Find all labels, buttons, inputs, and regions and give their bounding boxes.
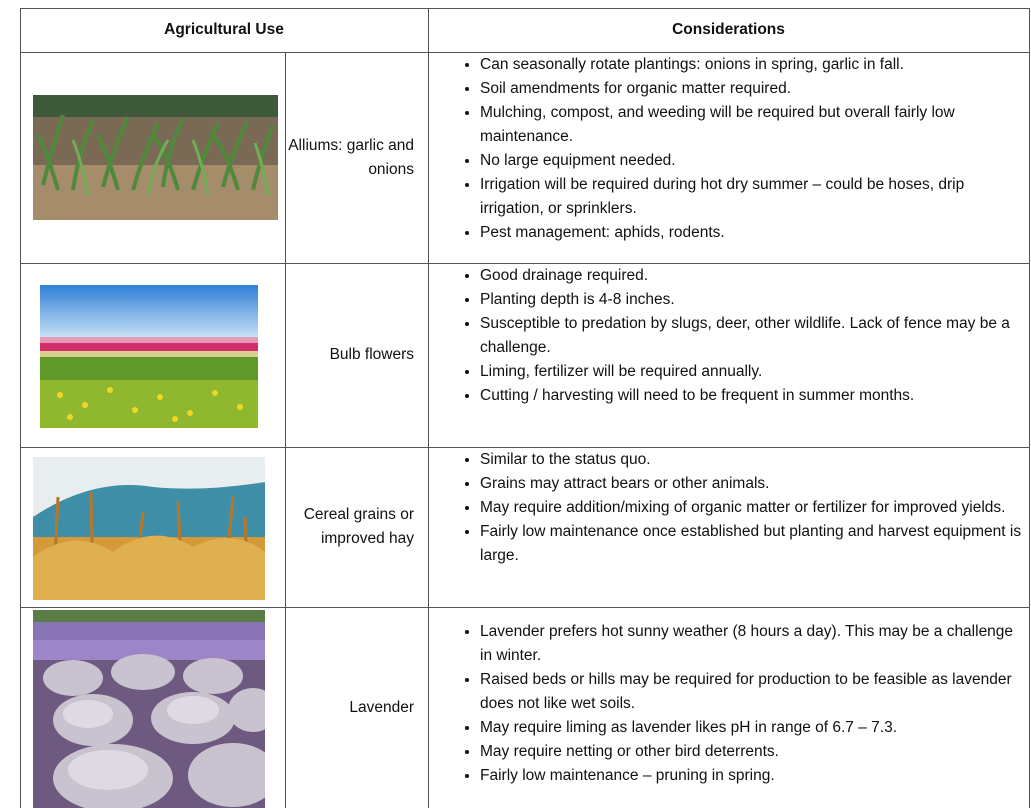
considerations-cell: Similar to the status quo.Grains may att… <box>440 447 1025 568</box>
considerations-cell: Good drainage required.Planting depth is… <box>440 263 1025 408</box>
use-label: Bulb flowers <box>330 343 414 367</box>
bullet-item: No large equipment needed. <box>480 149 1025 173</box>
bullet-item: Pest management: aphids, rodents. <box>480 221 1025 245</box>
bullet-item: Fairly low maintenance once established … <box>480 520 1025 568</box>
use-label: Alliums: garlic and onions <box>286 134 414 182</box>
use-cell: Cereal grains or improved hay <box>286 447 428 607</box>
bullet-item: May require netting or other bird deterr… <box>480 740 1025 764</box>
border <box>20 607 1030 608</box>
header-cell: Considerations <box>428 8 1029 52</box>
bullet-item: Grains may attract bears or other animal… <box>480 472 1025 496</box>
bullet-item: Cutting / harvesting will need to be fre… <box>480 384 1025 408</box>
bullet-item: Good drainage required. <box>480 264 1025 288</box>
bullet-item: Soil amendments for organic matter requi… <box>480 77 1025 101</box>
bullet-item: Liming, fertilizer will be required annu… <box>480 360 1025 384</box>
use-cell: Lavender <box>286 607 428 808</box>
bullet-item: Fairly low maintenance – pruning in spri… <box>480 764 1025 788</box>
considerations-cell: Lavender prefers hot sunny weather (8 ho… <box>440 619 1025 788</box>
border <box>428 8 429 808</box>
use-cell: Bulb flowers <box>286 263 428 447</box>
bullet-item: Susceptible to predation by slugs, deer,… <box>480 312 1025 360</box>
photo <box>40 285 258 428</box>
bullet-item: Mulching, compost, and weeding will be r… <box>480 101 1025 149</box>
bullet-item: Similar to the status quo. <box>480 448 1025 472</box>
photo <box>33 457 265 600</box>
use-label: Lavender <box>349 696 414 720</box>
border <box>1029 8 1030 808</box>
use-label: Cereal grains or improved hay <box>286 503 414 551</box>
bullet-item: Irrigation will be required during hot d… <box>480 173 1025 221</box>
bullet-item: Planting depth is 4-8 inches. <box>480 288 1025 312</box>
border <box>20 8 21 808</box>
bullet-item: Lavender prefers hot sunny weather (8 ho… <box>480 620 1025 668</box>
bullet-list: Lavender prefers hot sunny weather (8 ho… <box>440 620 1025 788</box>
bullet-list: Can seasonally rotate plantings: onions … <box>440 53 1025 245</box>
bullet-list: Similar to the status quo.Grains may att… <box>440 448 1025 568</box>
bullet-item: Can seasonally rotate plantings: onions … <box>480 53 1025 77</box>
photo <box>33 95 278 220</box>
bullet-list: Good drainage required.Planting depth is… <box>440 264 1025 408</box>
photo <box>33 610 265 808</box>
bullet-item: May require addition/mixing of organic m… <box>480 496 1025 520</box>
bullet-item: Raised beds or hills may be required for… <box>480 668 1025 716</box>
header-cell: Agricultural Use <box>20 8 428 52</box>
use-cell: Alliums: garlic and onions <box>286 52 428 263</box>
page: Agricultural Use Considerations Alliums:… <box>0 0 1031 808</box>
considerations-cell: Can seasonally rotate plantings: onions … <box>440 52 1025 245</box>
bullet-item: May require liming as lavender likes pH … <box>480 716 1025 740</box>
